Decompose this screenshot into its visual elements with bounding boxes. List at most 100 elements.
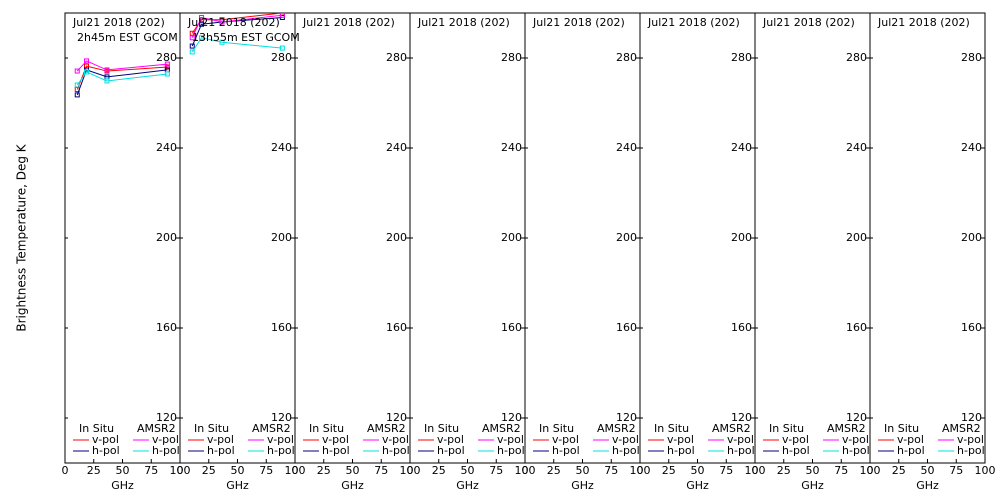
legend-label: h-pol <box>152 444 180 457</box>
legend-group-title: AMSR2 <box>367 422 406 435</box>
x-tick-label: 0 <box>407 464 414 477</box>
y-tick-label: 160 <box>501 321 522 334</box>
y-tick-label: 280 <box>846 51 867 64</box>
x-tick-label: 100 <box>285 464 306 477</box>
legend-label: v-pol <box>497 433 524 446</box>
point-marker <box>104 67 110 73</box>
y-tick-label: 120 <box>501 411 522 424</box>
legend-label: v-pol <box>782 433 809 446</box>
legend-label: v-pol <box>152 433 179 446</box>
point-marker <box>74 82 80 88</box>
x-tick-label: 50 <box>691 464 705 477</box>
legend-label: h-pol <box>92 444 120 457</box>
x-tick-label: 75 <box>604 464 618 477</box>
y-tick-label: 120 <box>616 411 637 424</box>
x-tick-label: 25 <box>547 464 561 477</box>
x-axis-label: GHz <box>916 479 939 492</box>
y-tick-label: 200 <box>846 231 867 244</box>
legend-label: h-pol <box>382 444 410 457</box>
point-marker <box>189 43 195 49</box>
x-tick-label: 75 <box>949 464 963 477</box>
point-marker <box>219 39 225 45</box>
panel-subtitle: 13h55m EST GCOM <box>192 31 300 44</box>
legend-label: h-pol <box>207 444 235 457</box>
x-tick-label: 25 <box>317 464 331 477</box>
x-tick-label: 50 <box>116 464 130 477</box>
series-line <box>191 14 283 38</box>
x-tick-label: 100 <box>860 464 881 477</box>
y-tick-label: 120 <box>271 411 292 424</box>
legend-label: h-pol <box>497 444 525 457</box>
y-tick-label: 160 <box>846 321 867 334</box>
y-tick-label: 160 <box>616 321 637 334</box>
legend-label: v-pol <box>267 433 294 446</box>
x-tick-label: 100 <box>745 464 766 477</box>
x-axis-label: GHz <box>341 479 364 492</box>
legend-group-title: In Situ <box>194 422 229 435</box>
legend-label: h-pol <box>957 444 985 457</box>
y-axis-label: Brightness Temperature, Deg K <box>15 143 29 331</box>
x-tick-label: 100 <box>170 464 191 477</box>
x-tick-label: 0 <box>292 464 299 477</box>
legend-label: h-pol <box>667 444 695 457</box>
y-tick-label: 120 <box>156 411 177 424</box>
legend-label: h-pol <box>842 444 870 457</box>
x-tick-label: 50 <box>806 464 820 477</box>
x-tick-label: 50 <box>921 464 935 477</box>
x-tick-label: 75 <box>259 464 273 477</box>
legend-group-title: In Situ <box>884 422 919 435</box>
legend-group-title: AMSR2 <box>252 422 291 435</box>
legend-label: h-pol <box>322 444 350 457</box>
y-tick-label: 120 <box>386 411 407 424</box>
legend-label: v-pol <box>92 433 119 446</box>
x-axis-label: GHz <box>571 479 594 492</box>
x-tick-label: 75 <box>374 464 388 477</box>
legend-label: v-pol <box>667 433 694 446</box>
y-tick-label: 280 <box>386 51 407 64</box>
point-marker <box>199 35 205 41</box>
x-tick-label: 50 <box>346 464 360 477</box>
legend-label: v-pol <box>727 433 754 446</box>
point-marker <box>164 71 170 77</box>
legend-group-title: AMSR2 <box>712 422 751 435</box>
x-axis-label: GHz <box>111 479 134 492</box>
x-tick-label: 25 <box>202 464 216 477</box>
plot-data <box>189 13 285 55</box>
y-tick-label: 240 <box>156 141 177 154</box>
legend-label: h-pol <box>552 444 580 457</box>
legend-label: h-pol <box>267 444 295 457</box>
y-tick-label: 280 <box>271 51 292 64</box>
x-tick-label: 50 <box>231 464 245 477</box>
y-tick-label: 200 <box>731 231 752 244</box>
point-marker <box>189 49 195 55</box>
legend-group-title: AMSR2 <box>482 422 521 435</box>
legend-group-title: In Situ <box>424 422 459 435</box>
y-tick-label: 240 <box>616 141 637 154</box>
x-tick-label: 100 <box>515 464 536 477</box>
x-tick-label: 0 <box>867 464 874 477</box>
panel-title: Jul21 2018 (202) <box>532 16 625 29</box>
panel-title: Jul21 2018 (202) <box>417 16 510 29</box>
y-tick-label: 160 <box>156 321 177 334</box>
legend-group-title: In Situ <box>769 422 804 435</box>
point-marker <box>189 35 195 41</box>
x-tick-label: 0 <box>62 464 69 477</box>
legend-group-title: In Situ <box>309 422 344 435</box>
x-axis-label: GHz <box>456 479 479 492</box>
x-tick-label: 75 <box>719 464 733 477</box>
legend-label: v-pol <box>437 433 464 446</box>
y-tick-label: 280 <box>616 51 637 64</box>
y-tick-label: 200 <box>961 231 982 244</box>
y-tick-label: 240 <box>501 141 522 154</box>
x-axis-label: GHz <box>801 479 824 492</box>
legend-label: v-pol <box>957 433 984 446</box>
y-tick-label: 280 <box>961 51 982 64</box>
panel-title: Jul21 2018 (202) <box>187 16 280 29</box>
point-marker <box>164 61 170 67</box>
x-axis-label: GHz <box>226 479 249 492</box>
y-tick-label: 280 <box>156 51 177 64</box>
x-tick-label: 75 <box>834 464 848 477</box>
point-marker <box>199 21 205 27</box>
x-tick-label: 25 <box>662 464 676 477</box>
